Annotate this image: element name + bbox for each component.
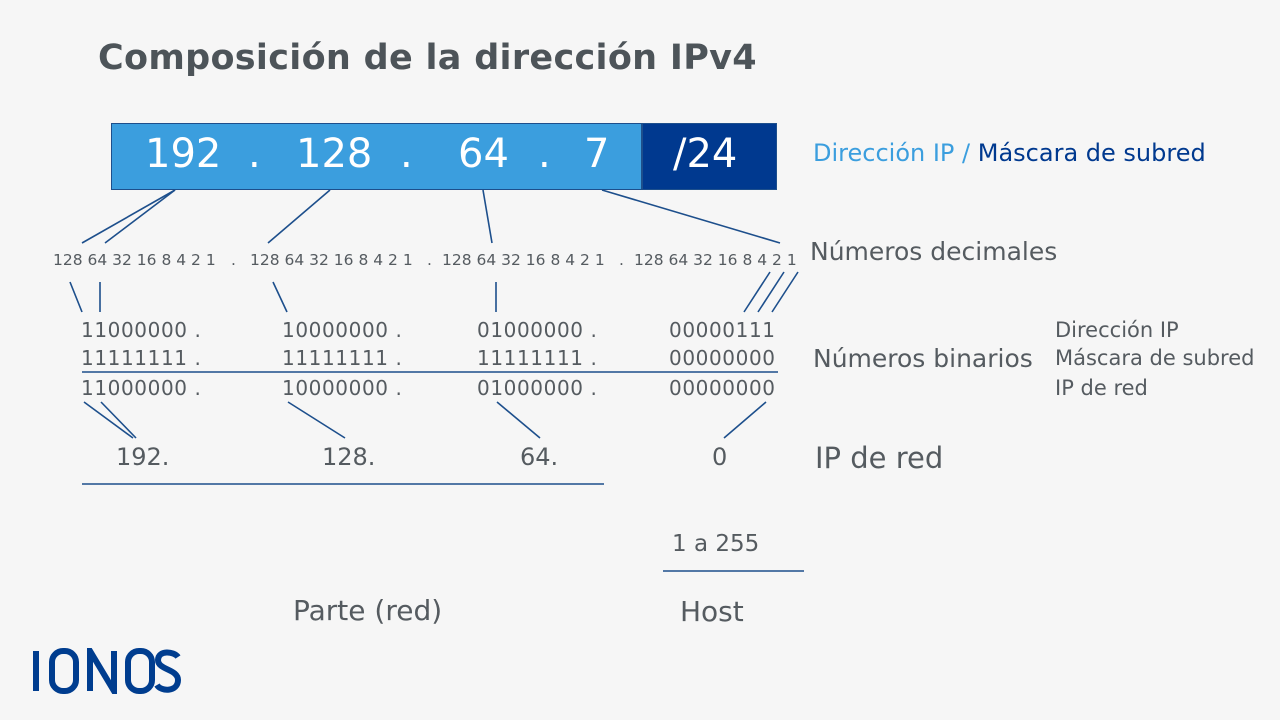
network-ip-octet-2: 128.	[322, 443, 376, 471]
decimal-weights-octet-1: 128 64 32 16 8 4 2 1	[53, 251, 216, 269]
binary-ip-octet-3: 01000000 .	[477, 318, 598, 342]
label-host: Host	[680, 595, 744, 628]
binary-ip-octet-2: 10000000 .	[282, 318, 403, 342]
connector-dec4-a	[743, 271, 771, 313]
legend-ip-address: Dirección IP /	[813, 139, 971, 167]
connector-net3	[496, 401, 541, 439]
ip-octet-4: 7	[584, 131, 610, 177]
ionos-logo	[33, 648, 182, 694]
binary-mask-octet-4: 00000000	[669, 346, 776, 370]
decimal-weights-octet-2: 128 64 32 16 8 4 2 1	[250, 251, 413, 269]
ip-octet-2: 128	[296, 131, 373, 177]
label-network-part: Parte (red)	[293, 594, 443, 627]
binary-mask-octet-1: 11111111 .	[81, 346, 202, 370]
decimal-weights-octet-3: 128 64 32 16 8 4 2 1	[442, 251, 605, 269]
subnet-mask-value: /24	[673, 131, 738, 177]
connector-dec4-b	[757, 271, 785, 313]
label-binary-numbers: Números binarios	[813, 344, 1033, 373]
binary-network-octet-2: 10000000 .	[282, 376, 403, 400]
decimal-dot-1: .	[231, 251, 236, 269]
connector-net2	[287, 401, 346, 439]
side-label-network-ip: IP de red	[1055, 376, 1148, 400]
binary-mask-octet-2: 11111111 .	[282, 346, 403, 370]
binary-network-octet-4: 00000000	[669, 376, 776, 400]
connector-dec4-c	[771, 271, 799, 313]
side-label-subnet-mask: Máscara de subred	[1055, 346, 1255, 370]
connector-octet1-a	[81, 189, 176, 244]
connector-octet2	[267, 189, 331, 244]
network-ip-octet-3: 64.	[520, 443, 559, 471]
network-ip-octet-1: 192.	[116, 443, 170, 471]
legend: Dirección IP / Máscara de subred	[813, 139, 1206, 167]
label-decimal-numbers: Números decimales	[810, 237, 1058, 266]
connector-octet1-b	[104, 189, 176, 244]
decimal-dot-3: .	[619, 251, 624, 269]
side-label-ip-address: Dirección IP	[1055, 318, 1179, 342]
connector-dec2	[272, 281, 288, 313]
page-title: Composición de la dirección IPv4	[98, 38, 757, 78]
decimal-weights-octet-4: 128 64 32 16 8 4 2 1	[634, 251, 797, 269]
ip-dot-2: .	[400, 131, 413, 177]
connector-net1-b	[100, 401, 137, 439]
label-network-ip: IP de red	[815, 441, 944, 475]
decimal-dot-2: .	[427, 251, 432, 269]
binary-network-octet-3: 01000000 .	[477, 376, 598, 400]
connector-octet4	[601, 189, 781, 244]
binary-ip-octet-1: 11000000 .	[81, 318, 202, 342]
ip-octet-1: 192	[145, 131, 222, 177]
connector-net1-a	[83, 401, 134, 439]
network-ip-octet-4: 0	[712, 443, 728, 471]
connector-dec1-a	[69, 281, 83, 313]
binary-mask-octet-3: 11111111 .	[477, 346, 598, 370]
legend-subnet-mask: Máscara de subred	[977, 139, 1206, 167]
binary-network-octet-1: 11000000 .	[81, 376, 202, 400]
ip-octet-3: 64	[458, 131, 509, 177]
ip-dot-1: .	[248, 131, 261, 177]
ip-address-bar	[111, 123, 642, 190]
connector-net4	[723, 401, 767, 439]
binary-ip-octet-4: 00000111	[669, 318, 776, 342]
subnet-mask-bar	[642, 123, 777, 190]
connector-octet3	[482, 189, 493, 244]
host-range: 1 a 255	[672, 531, 760, 557]
ip-dot-3: .	[538, 131, 551, 177]
